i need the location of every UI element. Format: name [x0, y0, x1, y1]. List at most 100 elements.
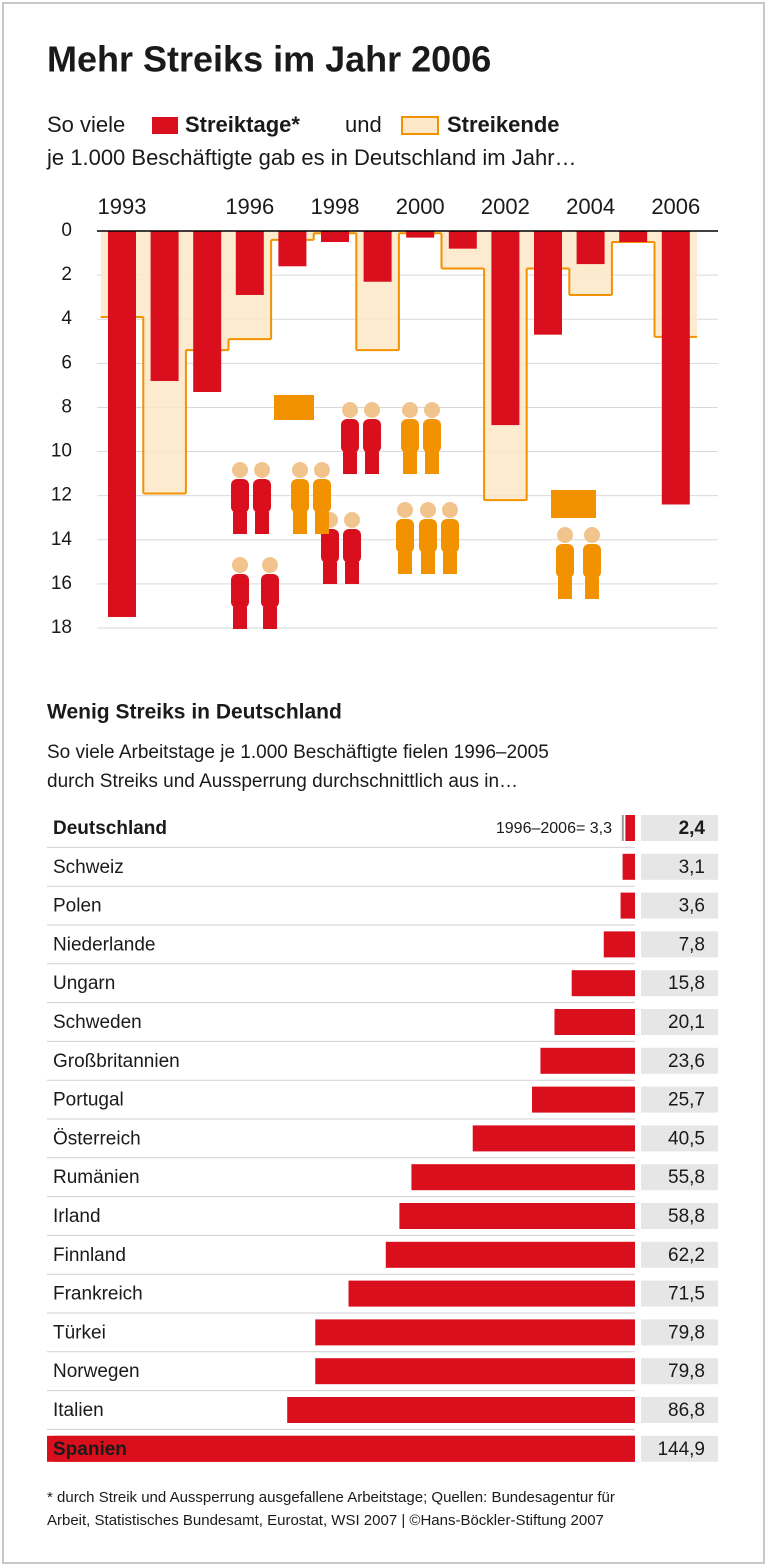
bar — [625, 815, 635, 841]
category-label: Schweiz — [53, 857, 124, 878]
title: Mehr Streiks im Jahr 2006 — [47, 39, 491, 80]
value-box — [641, 1009, 718, 1035]
y-tick-label: 6 — [61, 352, 72, 373]
bar — [193, 231, 222, 393]
bar — [108, 231, 136, 617]
x-tick-label: 1993 — [98, 194, 147, 219]
value-box — [641, 1047, 718, 1074]
reference-mark — [621, 815, 624, 841]
figure-legs — [293, 512, 307, 534]
figure-head — [424, 402, 440, 418]
figure-head — [557, 527, 573, 543]
figure-body — [423, 419, 441, 453]
category-label: Türkei — [53, 1322, 106, 1343]
category-label: Finnland — [53, 1245, 126, 1266]
bar — [315, 1358, 635, 1385]
figure-head — [420, 502, 436, 518]
figure-head — [342, 402, 358, 418]
figure-head — [397, 502, 413, 518]
bar — [540, 1047, 635, 1074]
legend-label: Streikende — [447, 112, 560, 137]
figure-body — [313, 479, 331, 513]
y-tick-label: 18 — [51, 617, 72, 638]
category-label: Irland — [53, 1206, 101, 1227]
bar — [363, 231, 392, 282]
bar — [576, 231, 605, 265]
figure-head — [314, 462, 330, 478]
value-label: 79,8 — [668, 1322, 705, 1343]
footnote: * durch Streik und Aussperrung ausgefall… — [47, 1489, 615, 1506]
figure-legs — [263, 607, 277, 629]
subtitle: So viele — [47, 112, 125, 137]
bar — [278, 231, 307, 267]
value-box — [641, 1358, 718, 1385]
figure-head — [292, 462, 308, 478]
value-box — [641, 1241, 718, 1268]
value-label: 20,1 — [668, 1012, 705, 1033]
figure-body — [261, 574, 279, 608]
category-label: Ungarn — [53, 973, 115, 994]
value-label: 3,6 — [679, 896, 705, 917]
reference-label: 1996–2006= 3,3 — [496, 820, 612, 837]
value-label: 23,6 — [668, 1051, 705, 1072]
bar — [54, 1435, 636, 1462]
figure-head — [232, 557, 248, 573]
bar — [235, 231, 264, 295]
figure-body — [321, 529, 339, 563]
value-label: 58,8 — [668, 1206, 705, 1227]
y-tick-label: 4 — [61, 308, 72, 329]
bar — [491, 231, 520, 426]
value-label: 86,8 — [668, 1400, 705, 1421]
section-title: Wenig Streiks in Deutschland — [47, 701, 342, 724]
category-label: Rumänien — [53, 1167, 140, 1188]
section-subtitle: durch Streiks und Aussperrung durchschni… — [47, 771, 518, 792]
figure-legs — [255, 512, 269, 534]
x-tick-label: 1998 — [311, 194, 360, 219]
figure-body — [253, 479, 271, 513]
value-label: 2,4 — [679, 818, 706, 839]
bar — [554, 1009, 635, 1035]
bar — [411, 1164, 635, 1191]
value-label: 79,8 — [668, 1361, 705, 1382]
bar — [619, 231, 648, 243]
figure-legs — [365, 452, 379, 474]
bar — [348, 1280, 635, 1307]
bar — [287, 1397, 635, 1423]
figure-body — [419, 519, 437, 553]
legend-swatch — [401, 116, 439, 135]
figure-body — [341, 419, 359, 453]
figure-legs — [585, 577, 599, 599]
x-tick-label: 2000 — [396, 194, 445, 219]
figure-body — [441, 519, 459, 553]
bar — [321, 231, 349, 243]
value-label: 7,8 — [679, 934, 705, 955]
figure-body — [343, 529, 361, 563]
figure-legs — [443, 552, 457, 574]
bar — [661, 231, 690, 505]
category-label: Niederlande — [53, 934, 155, 955]
value-label: 71,5 — [668, 1284, 705, 1305]
subtitle: je 1.000 Beschäftigte gab es in Deutschl… — [46, 145, 577, 170]
figure-body — [396, 519, 414, 553]
value-box — [641, 1086, 718, 1113]
bar — [385, 1241, 635, 1268]
footnote: Arbeit, Statistisches Bundesamt, Eurosta… — [47, 1512, 604, 1529]
value-box — [641, 970, 718, 997]
x-tick-label: 1996 — [225, 194, 274, 219]
value-label: 62,2 — [668, 1245, 705, 1266]
figure-legs — [323, 562, 337, 584]
figure-head — [232, 462, 248, 478]
value-label: 55,8 — [668, 1167, 705, 1188]
value-label: 40,5 — [668, 1128, 705, 1149]
y-tick-label: 0 — [61, 220, 72, 241]
value-box — [641, 931, 718, 958]
figure-legs — [343, 452, 357, 474]
figure-body — [231, 479, 249, 513]
bar — [399, 1203, 635, 1229]
figure-legs — [403, 452, 417, 474]
figure-body — [556, 544, 574, 578]
category-label: Italien — [53, 1400, 104, 1421]
section-subtitle: So viele Arbeitstage je 1.000 Beschäftig… — [47, 742, 549, 763]
bar — [150, 231, 179, 381]
sign — [274, 395, 314, 420]
